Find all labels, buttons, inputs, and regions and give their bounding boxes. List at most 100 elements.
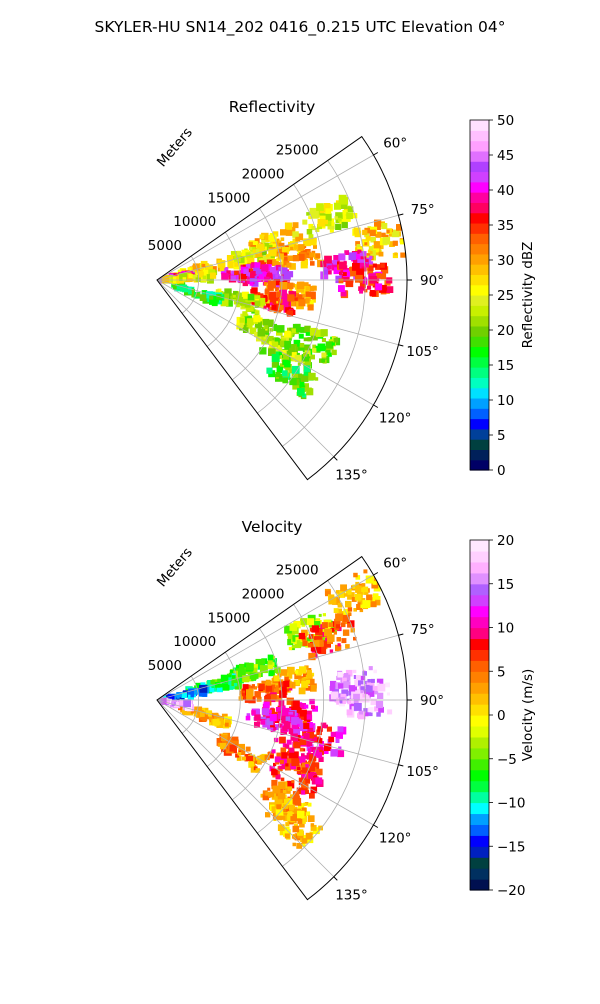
echo-cell [227, 260, 236, 269]
echo-cell [319, 634, 327, 643]
range-tick-label: 10000 [173, 634, 216, 650]
echo-cell [236, 756, 242, 761]
echo-cell [310, 685, 317, 692]
azimuth-tick [398, 764, 404, 767]
colorbar-swatch [470, 171, 489, 183]
azimuth-tick-label: 120° [379, 411, 412, 427]
echo-cell [346, 709, 353, 716]
echo-cell [365, 235, 371, 241]
echo-cell [254, 310, 260, 316]
echo-cell [215, 712, 219, 716]
echo-cell [380, 273, 387, 280]
echo-cell [249, 247, 253, 251]
echo-cell [309, 252, 315, 258]
echo-cell [247, 257, 255, 265]
colorbar-swatch [470, 572, 489, 585]
echo-cell [363, 708, 372, 716]
echo-cell [344, 250, 350, 255]
echo-cell [216, 738, 225, 746]
echo-cell [309, 238, 317, 246]
echo-cell [294, 725, 299, 730]
echo-cell [246, 662, 254, 671]
echo-cell [340, 693, 346, 699]
echo-cell [237, 752, 242, 756]
echo-cell [309, 257, 313, 261]
echo-cell [291, 371, 299, 378]
echo-cell [375, 700, 384, 709]
echo-cell [259, 754, 267, 763]
echo-cell [321, 622, 328, 629]
echo-cell [274, 248, 282, 257]
echo-cell [260, 659, 266, 665]
echo-cell [385, 682, 390, 688]
echo-cell [266, 272, 273, 278]
echo-cell [342, 677, 347, 683]
echo-cell [284, 330, 291, 338]
echo-cell [342, 614, 350, 623]
echo-cell [306, 212, 310, 216]
echo-cell [310, 354, 315, 360]
echo-cell [306, 710, 312, 717]
echo-cell [291, 328, 296, 333]
echo-cell [363, 569, 368, 574]
echo-cell [277, 253, 284, 260]
echo-cell [247, 304, 254, 312]
colorbar-swatch [470, 715, 489, 727]
echo-cell [306, 714, 312, 720]
echo-cell [323, 203, 331, 210]
echo-cell [281, 686, 287, 692]
echo-cell [376, 678, 384, 686]
echo-cell [340, 202, 348, 209]
azimuth-tick-label: 60° [383, 136, 407, 152]
echo-cell [372, 580, 377, 585]
echo-cell [274, 303, 282, 312]
echo-cell [245, 746, 251, 752]
echo-cell [336, 624, 341, 629]
echo-cell [327, 634, 335, 642]
echo-cell [353, 252, 361, 260]
echo-cell [356, 604, 363, 610]
echo-cell [304, 298, 310, 304]
echo-cell [307, 304, 314, 311]
echo-cell [267, 787, 271, 791]
echo-cell [245, 715, 251, 721]
echo-cell [321, 352, 327, 358]
echo-cell [234, 262, 239, 267]
echo-cell [307, 815, 315, 822]
colorbar-swatch [470, 813, 489, 825]
echo-cell [309, 327, 318, 336]
azimuth-tick-label: 105° [406, 344, 439, 360]
echo-cell [370, 678, 375, 683]
echo-cell [364, 242, 368, 246]
echo-cell [310, 823, 315, 827]
echo-cell [354, 593, 362, 601]
echo-cell [275, 808, 284, 816]
echo-cell [190, 710, 195, 714]
echo-cell [347, 700, 351, 705]
echo-cell [378, 244, 384, 250]
echo-cell [369, 261, 374, 265]
echo-cell [372, 686, 378, 692]
echo-cell [364, 590, 369, 595]
echo-cell [280, 363, 284, 368]
echo-cell [299, 738, 307, 746]
echo-cell [255, 658, 264, 667]
echo-cell [273, 762, 277, 767]
echo-cell [289, 804, 295, 811]
echo-cell [301, 354, 310, 362]
echo-cell [359, 252, 364, 257]
colorbar-swatch [470, 725, 489, 738]
echo-cell [301, 681, 309, 688]
echo-cell [265, 332, 270, 337]
colorbar-swatch [470, 439, 489, 451]
azimuth-gridline [157, 699, 399, 766]
echo-cell [259, 347, 267, 355]
azimuth-tick [373, 152, 379, 156]
echo-cell [258, 274, 264, 279]
range-tick-label: 20000 [242, 586, 285, 602]
echo-cell [378, 251, 384, 257]
echo-cell [254, 721, 260, 728]
echo-cell [348, 252, 357, 260]
echo-cell [377, 683, 386, 692]
echo-cell [256, 251, 264, 258]
